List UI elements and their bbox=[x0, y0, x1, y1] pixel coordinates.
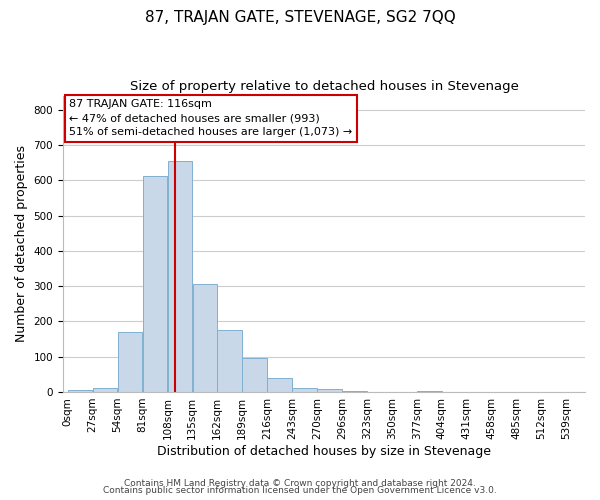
Bar bbox=[292, 388, 317, 392]
Bar bbox=[417, 391, 442, 392]
Bar bbox=[68, 390, 92, 392]
Title: Size of property relative to detached houses in Stevenage: Size of property relative to detached ho… bbox=[130, 80, 518, 93]
Bar bbox=[242, 358, 267, 392]
Text: Contains public sector information licensed under the Open Government Licence v3: Contains public sector information licen… bbox=[103, 486, 497, 495]
Bar bbox=[317, 389, 342, 392]
Text: Contains HM Land Registry data © Crown copyright and database right 2024.: Contains HM Land Registry data © Crown c… bbox=[124, 478, 476, 488]
Bar bbox=[193, 284, 217, 392]
Bar bbox=[118, 332, 142, 392]
Bar bbox=[143, 176, 167, 392]
X-axis label: Distribution of detached houses by size in Stevenage: Distribution of detached houses by size … bbox=[157, 444, 491, 458]
Bar bbox=[217, 330, 242, 392]
Y-axis label: Number of detached properties: Number of detached properties bbox=[15, 146, 28, 342]
Bar bbox=[268, 378, 292, 392]
Bar bbox=[93, 388, 117, 392]
Text: 87 TRAJAN GATE: 116sqm
← 47% of detached houses are smaller (993)
51% of semi-de: 87 TRAJAN GATE: 116sqm ← 47% of detached… bbox=[70, 99, 353, 137]
Bar bbox=[167, 161, 192, 392]
Text: 87, TRAJAN GATE, STEVENAGE, SG2 7QQ: 87, TRAJAN GATE, STEVENAGE, SG2 7QQ bbox=[145, 10, 455, 25]
